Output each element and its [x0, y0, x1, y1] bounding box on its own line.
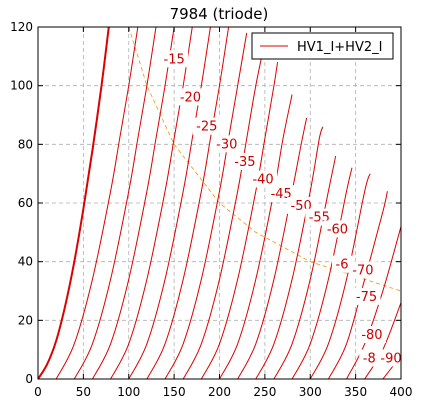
curve-labels: -15-20-25-30-35-40-45-50-55-60-6 -70-75-8… — [160, 50, 406, 367]
plate-curves — [38, 27, 401, 379]
plate-curve — [128, 27, 211, 379]
curve-label: -40 — [252, 173, 273, 188]
curve-label-bg — [230, 152, 259, 170]
plate-curve — [164, 32, 248, 379]
x-tick-label: 100 — [117, 385, 140, 399]
x-tick-label: 350 — [344, 385, 367, 399]
curve-label: -80 — [361, 328, 382, 343]
x-tick-label: 300 — [299, 385, 322, 399]
plate-curve — [182, 41, 266, 379]
curve-label: -30 — [216, 137, 237, 152]
y-tick-label: 120 — [10, 20, 33, 34]
curve-label: -20 — [180, 90, 201, 105]
y-tick-label: 40 — [18, 255, 33, 269]
axes: 0 50 100 150 200 250 300 350 400 0 20 40 60 80 100 120 — [10, 20, 412, 399]
curve-label: -70 — [352, 263, 373, 278]
curve-label: -90 — [380, 351, 401, 366]
curve-label-bg — [192, 117, 221, 135]
curve-label: -75 — [356, 290, 377, 305]
plate-curve — [346, 226, 401, 379]
curve-label: -8 — [363, 351, 376, 366]
curve-label: -25 — [196, 120, 217, 135]
y-tick-label: 20 — [18, 313, 33, 327]
plate-curve — [237, 117, 308, 379]
x-tick-label: 50 — [76, 385, 91, 399]
x-tick-label: 400 — [390, 385, 413, 399]
curve-label-bg — [348, 261, 377, 279]
y-tick-label: 60 — [18, 196, 33, 210]
plate-curve — [273, 155, 337, 379]
curve-label: -15 — [164, 52, 185, 67]
curve-label: -35 — [234, 155, 255, 170]
plate-curve — [146, 27, 230, 379]
curve-label: -60 — [327, 222, 348, 237]
curve-label-bg — [352, 287, 381, 305]
curve-label-bg — [359, 349, 380, 367]
plate-curve — [110, 27, 193, 379]
x-tick-label: 150 — [163, 385, 186, 399]
dissipation-curve — [128, 27, 401, 292]
plate-curve — [309, 173, 371, 379]
y-tick-label: 0 — [25, 372, 33, 386]
legend: HV1_I+HV2_I — [251, 32, 394, 60]
curve-label-bg — [332, 255, 353, 273]
chart-title: 7984 (triode) — [170, 5, 269, 23]
y-tick-label: 80 — [18, 137, 33, 151]
y-tick-label: 100 — [10, 79, 33, 93]
plate-curve — [327, 191, 388, 379]
curve-label: -6 — [336, 258, 349, 273]
curve-label-bg — [160, 50, 189, 68]
plate-curve — [219, 94, 293, 379]
curve-label: -45 — [271, 187, 292, 202]
plate-curve — [200, 62, 279, 379]
grid — [38, 27, 401, 379]
plate-curve — [38, 27, 110, 379]
plate-curve — [291, 167, 353, 379]
plate-curve — [73, 27, 157, 379]
curve-label-bg — [377, 349, 406, 367]
plate-curve — [92, 27, 175, 379]
curve-label-bg — [176, 88, 205, 106]
plate-curve — [255, 126, 324, 379]
curve-label-bg — [323, 220, 352, 238]
plate-curve — [55, 27, 139, 379]
curve-label-bg — [212, 135, 241, 153]
x-tick-label: 0 — [34, 385, 42, 399]
legend-entry: HV1_I+HV2_I — [297, 40, 382, 55]
x-tick-label: 200 — [208, 385, 231, 399]
curve-label-bg — [357, 326, 386, 343]
x-tick-label: 250 — [253, 385, 276, 399]
curve-label-bg — [249, 170, 278, 188]
